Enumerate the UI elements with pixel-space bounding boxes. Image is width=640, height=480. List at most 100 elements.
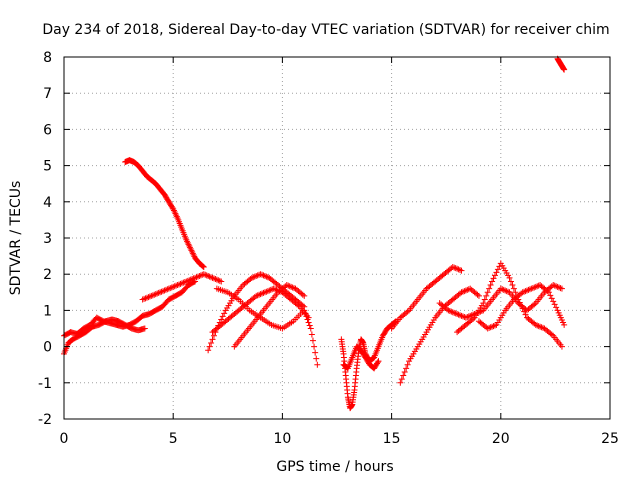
data-point bbox=[522, 288, 529, 295]
data-point bbox=[470, 315, 477, 322]
y-axis-ticks: -2 -1 0 1 2 3 4 5 6 7 8 bbox=[38, 50, 610, 428]
data-point bbox=[183, 278, 190, 285]
data-point bbox=[519, 305, 526, 312]
data-point bbox=[219, 313, 226, 320]
data-point bbox=[165, 285, 172, 292]
data-point bbox=[558, 285, 565, 292]
data-point bbox=[199, 262, 206, 269]
series-late-band-c bbox=[475, 282, 568, 332]
data-point bbox=[266, 287, 273, 294]
x-tick-label: 5 bbox=[169, 431, 178, 447]
data-point bbox=[400, 372, 407, 379]
data-point bbox=[496, 263, 503, 270]
data-point bbox=[151, 291, 158, 298]
data-point bbox=[205, 347, 212, 354]
data-point bbox=[263, 288, 270, 295]
data-point bbox=[404, 361, 411, 368]
data-point bbox=[532, 321, 539, 328]
data-point bbox=[208, 339, 215, 346]
data-point bbox=[404, 308, 411, 315]
data-point bbox=[200, 271, 207, 278]
data-point bbox=[535, 323, 542, 330]
data-point bbox=[500, 286, 507, 293]
data-point bbox=[486, 324, 493, 331]
data-point bbox=[168, 284, 175, 291]
data-point bbox=[461, 288, 468, 295]
data-point bbox=[455, 266, 462, 273]
data-point bbox=[260, 272, 267, 279]
data-point bbox=[203, 272, 210, 279]
x-tick-label: 25 bbox=[601, 431, 619, 447]
data-point bbox=[369, 355, 376, 362]
data-point bbox=[216, 277, 223, 284]
data-point bbox=[248, 274, 255, 281]
data-point bbox=[494, 266, 501, 273]
data-point bbox=[180, 279, 187, 286]
data-point bbox=[169, 204, 176, 211]
data-point bbox=[506, 274, 513, 281]
data-point bbox=[141, 325, 148, 332]
data-point bbox=[553, 283, 560, 290]
data-point bbox=[257, 271, 264, 278]
data-point bbox=[146, 293, 153, 300]
data-point bbox=[551, 301, 558, 308]
data-point bbox=[152, 291, 159, 298]
data-point bbox=[524, 287, 531, 294]
data-point bbox=[208, 274, 215, 281]
data-point bbox=[286, 283, 293, 290]
data-point bbox=[522, 311, 529, 318]
x-axis-label: GPS time / hours bbox=[276, 459, 393, 475]
data-point bbox=[302, 310, 309, 317]
data-point bbox=[538, 324, 545, 331]
data-point bbox=[314, 361, 321, 368]
data-point bbox=[451, 309, 458, 316]
data-point bbox=[259, 271, 266, 278]
data-point bbox=[480, 300, 487, 307]
data-point bbox=[507, 278, 514, 285]
data-point bbox=[254, 272, 261, 279]
data-point bbox=[164, 286, 171, 293]
data-point bbox=[484, 289, 491, 296]
data-point bbox=[313, 355, 320, 362]
data-point bbox=[253, 273, 260, 280]
data-point bbox=[184, 277, 191, 284]
data-point bbox=[561, 66, 568, 73]
data-point bbox=[452, 310, 459, 317]
data-point bbox=[548, 295, 555, 302]
data-point bbox=[288, 283, 295, 290]
data-point bbox=[178, 280, 185, 287]
x-tick-label: 15 bbox=[383, 431, 401, 447]
series-mid-band bbox=[205, 271, 308, 354]
data-point bbox=[197, 272, 204, 279]
data-point bbox=[261, 289, 268, 296]
data-point bbox=[490, 275, 497, 282]
y-tick-label: 4 bbox=[43, 195, 52, 211]
data-point bbox=[518, 302, 525, 309]
data-point bbox=[192, 274, 199, 281]
data-point bbox=[458, 267, 465, 274]
data-point bbox=[251, 273, 258, 280]
data-point bbox=[547, 292, 554, 299]
data-point bbox=[551, 282, 558, 289]
data-point bbox=[512, 289, 519, 296]
data-point bbox=[155, 289, 162, 296]
data-point bbox=[452, 265, 459, 272]
data-point bbox=[454, 265, 461, 272]
data-point bbox=[305, 319, 312, 326]
data-point bbox=[445, 307, 452, 314]
data-point bbox=[526, 286, 533, 293]
data-point bbox=[161, 287, 168, 294]
data-point bbox=[486, 285, 493, 292]
y-tick-label: -1 bbox=[38, 376, 52, 392]
data-point bbox=[521, 288, 528, 295]
data-point bbox=[344, 364, 351, 371]
data-point bbox=[267, 286, 274, 293]
data-point bbox=[556, 284, 563, 291]
data-point bbox=[173, 282, 180, 289]
data-point bbox=[545, 289, 552, 296]
data-point bbox=[312, 349, 319, 356]
data-point bbox=[499, 286, 506, 293]
data-point bbox=[190, 275, 197, 282]
series-rise-1 bbox=[388, 263, 465, 332]
